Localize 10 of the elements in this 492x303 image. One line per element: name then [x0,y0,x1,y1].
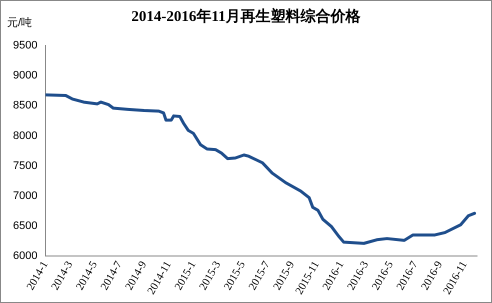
y-tick-label: 8000 [12,130,38,142]
chart-title: 2014-2016年11月再生塑料综合价格 [131,9,361,25]
y-tick-label: 9500 [12,40,38,52]
y-axis-title: 元/吨 [7,16,32,30]
y-tick-label: 6500 [12,220,38,232]
y-tick-label: 8500 [12,100,38,112]
y-tick-label: 7500 [12,160,38,172]
y-tick-label: 7000 [12,190,38,202]
y-tick-label: 9000 [12,70,38,82]
y-tick-label: 6000 [12,250,38,262]
